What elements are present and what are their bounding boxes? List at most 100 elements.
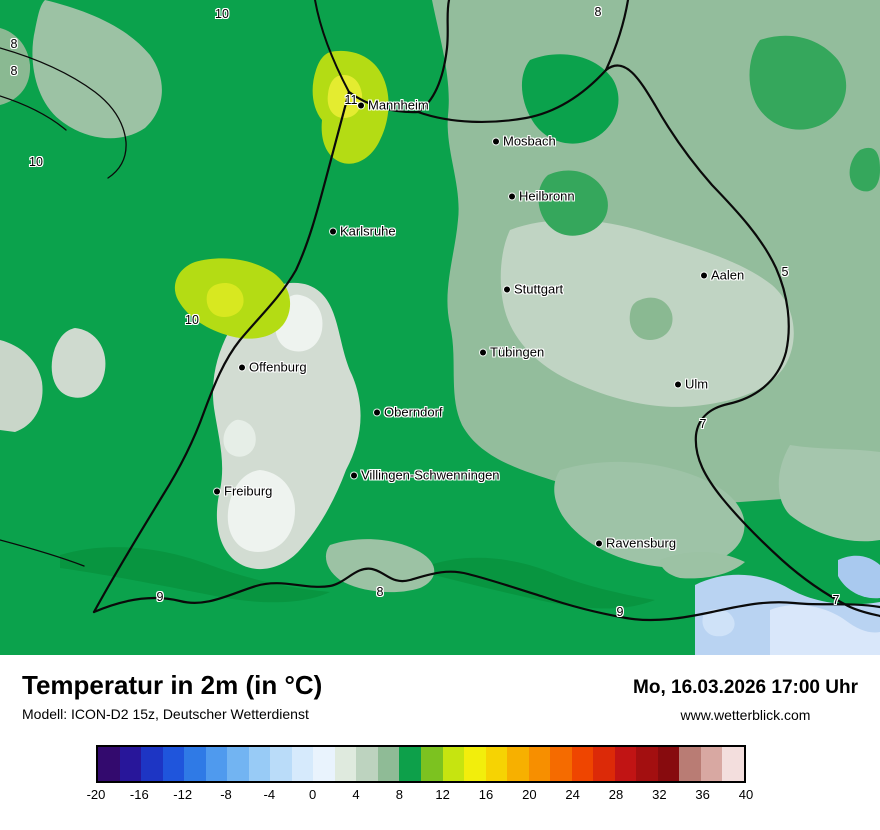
page-title: Temperatur in 2m (in °C) (22, 670, 323, 700)
legend-color-segment (334, 747, 357, 781)
legend-color-segment (614, 747, 637, 781)
legend-color-segment (313, 747, 335, 781)
legend-color-segment (162, 747, 185, 781)
city-marker-stuttgart: Stuttgart (504, 282, 563, 297)
temperature-value-label: 10 (29, 155, 43, 169)
forecast-datetime: Mo, 16.03.2026 17:00 Uhr (633, 677, 858, 698)
legend-tick-label: 24 (565, 787, 580, 802)
legend-color-segment (205, 747, 228, 781)
legend-tick-label: 32 (652, 787, 667, 802)
legend-color-segment (571, 747, 594, 781)
city-dot (358, 102, 364, 108)
city-dot (509, 193, 515, 199)
city-label: Oberndorf (384, 404, 443, 420)
legend-color-segment (442, 747, 465, 781)
legend-tick-label: 40 (738, 787, 754, 802)
city-label: Offenburg (249, 359, 307, 375)
legend-tick-label: 28 (608, 787, 624, 802)
city-marker-heilbronn: Heilbronn (509, 189, 575, 204)
city-label: Aalen (711, 267, 745, 283)
city-label: Villingen-Schwenningen (361, 467, 500, 483)
city-label: Heilbronn (519, 188, 575, 204)
city-dot (239, 364, 245, 370)
city-marker-t-bingen: Tübingen (480, 345, 544, 360)
legend-color-segment (636, 747, 658, 781)
city-marker-ulm: Ulm (675, 377, 708, 392)
model-info: Modell: ICON-D2 15z, Deutscher Wetterdie… (22, 705, 309, 722)
city-label: Freiburg (224, 483, 273, 499)
legend-color-segment (119, 747, 142, 781)
weather-map: Mannheim Mosbach Heilbronn Karlsruhe Stuttga… (0, 0, 880, 655)
city-marker-mannheim: Mannheim (358, 98, 429, 113)
website-url: www.wetterblick.com (680, 707, 811, 723)
legend-ticks: -20 -16 -12 -8 -4 0 4 8 12 16 20 24 28 32 36 40 (87, 787, 754, 807)
temperature-value-label: 10 (185, 313, 199, 327)
legend-tick-label: 8 (395, 787, 403, 802)
legend-color-segment (248, 747, 271, 781)
city-dot (330, 228, 336, 234)
legend-color-segment (356, 747, 378, 781)
city-marker-offenburg: Offenburg (239, 360, 307, 375)
city-marker-aalen: Aalen (701, 268, 744, 283)
city-dot (675, 381, 681, 387)
temperature-value-label: 9 (616, 605, 624, 619)
city-dot (504, 286, 510, 292)
map-graphic (0, 0, 880, 655)
city-marker-karlsruhe: Karlsruhe (330, 224, 396, 239)
temperature-value-label: 8 (594, 5, 602, 19)
title-row: Temperatur in 2m (in °C) Modell: ICON-D2… (22, 671, 858, 723)
legend-color-segment (141, 747, 163, 781)
city-dot (493, 138, 499, 144)
legend-color-segment (485, 747, 508, 781)
temperature-legend: -20 -16 -12 -8 -4 0 4 8 12 16 20 24 28 32 36 40 (87, 745, 754, 807)
legend-tick-label: 4 (352, 787, 360, 802)
legend-tick-label: 0 (309, 787, 317, 802)
legend-color-segment (528, 747, 551, 781)
legend-tick-label: -20 (86, 787, 106, 802)
city-label: Ravensburg (606, 535, 677, 551)
legend-tick-label: 16 (478, 787, 494, 802)
city-dot (701, 272, 707, 278)
legend-color-segment (291, 747, 314, 781)
city-dot (596, 540, 602, 546)
city-label: Karlsruhe (340, 223, 396, 239)
legend-color-segment (550, 747, 572, 781)
city-marker-mosbach: Mosbach (493, 134, 556, 149)
legend-color-segment (507, 747, 529, 781)
legend-color-segment (593, 747, 615, 781)
legend-tick-label: 36 (695, 787, 710, 802)
legend-color-segment (270, 747, 292, 781)
city-label: Mannheim (368, 97, 429, 113)
temperature-value-label: 7 (699, 417, 707, 431)
city-label: Ulm (685, 376, 709, 392)
temperature-value-label: 10 (215, 7, 229, 21)
legend-color-segment (657, 747, 680, 781)
temperature-value-label: 5 (781, 265, 789, 279)
city-dot (214, 488, 220, 494)
legend-color-segment (679, 747, 701, 781)
legend-tick-label: -8 (220, 787, 232, 802)
city-marker-villingen-schwenningen: Villingen-Schwenningen (351, 468, 500, 483)
legend-color-segment (722, 747, 744, 781)
legend-color-segment (399, 747, 421, 781)
legend-color-segment (700, 747, 723, 781)
legend-color-segment (227, 747, 249, 781)
terrain-temperature-regions (0, 0, 880, 655)
city-marker-freiburg: Freiburg (214, 484, 272, 499)
city-label: Stuttgart (514, 281, 564, 297)
legend-tick-label: -4 (263, 787, 276, 802)
temperature-value-label: 7 (832, 593, 840, 607)
legend-tick-label: -12 (173, 787, 193, 802)
legend-color-segment (464, 747, 486, 781)
temperature-value-label: 9 (156, 590, 164, 604)
temperature-value-label: 8 (10, 64, 18, 78)
city-marker-oberndorf: Oberndorf (374, 405, 443, 420)
city-marker-ravensburg: Ravensburg (596, 536, 676, 551)
legend-tick-label: -16 (129, 787, 149, 802)
city-label: Tübingen (490, 344, 545, 360)
legend-color-segment (98, 747, 120, 781)
temperature-value-label: 8 (10, 37, 18, 51)
legend-tick-label: 20 (522, 787, 537, 802)
map-overlay: Mannheim Mosbach Heilbronn Karlsruhe Stuttga… (10, 5, 840, 619)
